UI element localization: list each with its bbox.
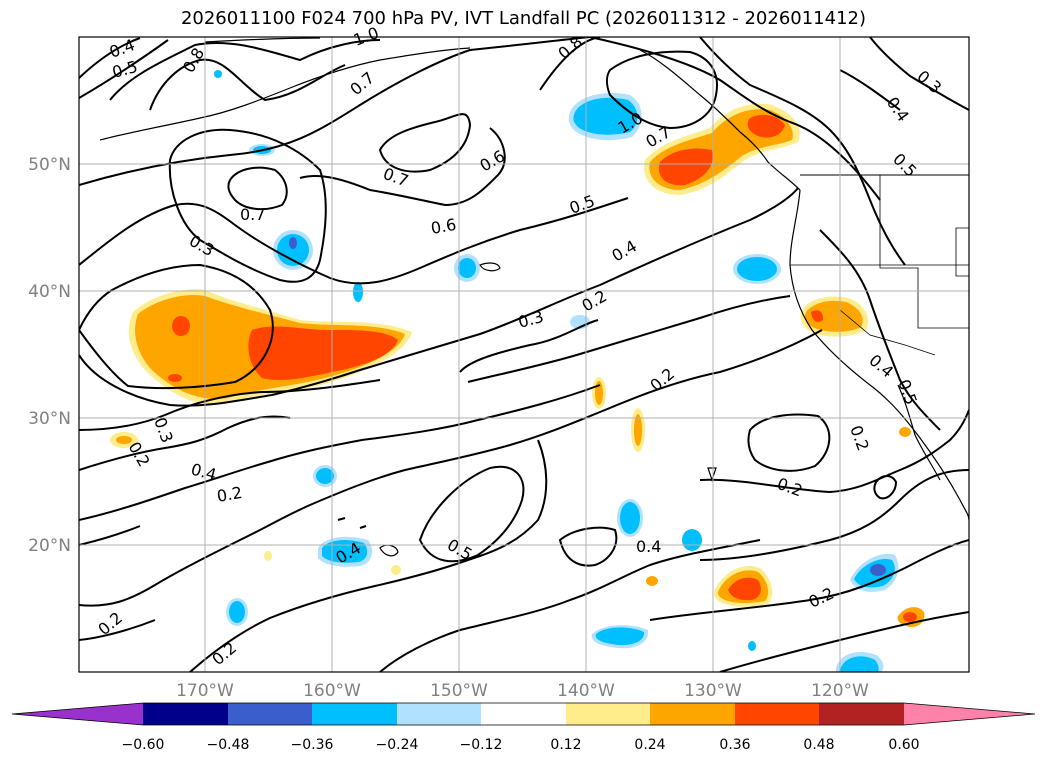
contour-label: 0.2 [208,638,240,669]
contour-label: 0.2 [846,423,873,453]
contour-label: 0.4 [636,537,661,556]
graticule [79,37,969,672]
contour-label: 0.5 [894,377,921,407]
contour-label: 0.3 [186,231,218,260]
map-title: 2026011100 F024 700 hPa PV, IVT Landfall… [180,8,867,29]
contour-label: 0.3 [913,67,945,98]
contour-label: 0.2 [806,584,837,612]
lon-label: 130°W [684,681,742,701]
contour-label: 0.4 [883,93,913,125]
coastlines [99,37,969,557]
colorbar: −0.60 −0.48 −0.36 −0.24 −0.12 0.12 0.24 … [11,702,1036,753]
lon-label: 140°W [557,681,615,701]
colorbar-tick: 0.60 [888,737,919,753]
axis-labels: 50°N 40°N 30°N 20°N 170°W 160°W 150°W 14… [28,155,869,701]
colorbar-segment [312,703,397,725]
colorbar-segment [735,703,819,725]
colorbar-segment [819,703,904,725]
contour-label: 0.4 [609,236,641,265]
colorbar-tick: 0.36 [719,737,750,753]
colorbar-tick: 0.48 [803,737,834,753]
colorbar-tick: −0.60 [122,737,165,753]
colorbar-segment [143,703,228,725]
colorbar-segment [566,703,650,725]
colorbar-segment [228,703,312,725]
colorbar-segment [481,703,566,725]
colorbar-extend-low [12,703,143,725]
contour-label: 0.7 [240,205,265,224]
contour-label: 0.8 [179,44,208,76]
lat-label: 50°N [28,155,71,175]
colorbar-outline [11,702,1036,726]
contour-label: 0.2 [646,364,678,395]
contour-label: 0.3 [150,415,177,445]
contour-label: 0.2 [775,474,805,501]
contour-label: 0.5 [567,191,597,218]
contour-label: 0.5 [889,149,920,180]
colorbar-tick: 0.24 [634,737,665,753]
contour-label: 0.4 [189,460,219,485]
colorbar-tick: −0.12 [460,737,503,753]
lon-label: 150°W [430,681,488,701]
contour-label: 0.2 [215,483,243,506]
lon-label: 120°W [811,681,869,701]
ivt-shading [110,70,925,672]
colorbar-tick: −0.48 [207,737,250,753]
colorbar-segment [650,703,735,725]
colorbar-extend-high [904,703,1035,725]
colorbar-tick: 0.12 [550,737,581,753]
lat-label: 40°N [28,282,71,302]
lat-label: 20°N [28,536,71,556]
contour-label: 0.4 [865,351,897,382]
map-frame [78,36,970,673]
pv-contours [79,37,969,672]
colorbar-tick: −0.24 [376,737,419,753]
colorbar-tick: −0.36 [291,737,334,753]
contour-label: 0.7 [381,164,411,191]
lon-label: 170°W [176,681,234,701]
contour-label: 0.6 [429,215,457,238]
contour-label: 0.3 [516,307,546,332]
colorbar-segment [397,703,481,725]
lon-label: 160°W [303,681,361,701]
contour-label: 0.7 [346,68,378,99]
contour-label: 0.2 [94,608,126,639]
lat-label: 30°N [28,409,71,429]
